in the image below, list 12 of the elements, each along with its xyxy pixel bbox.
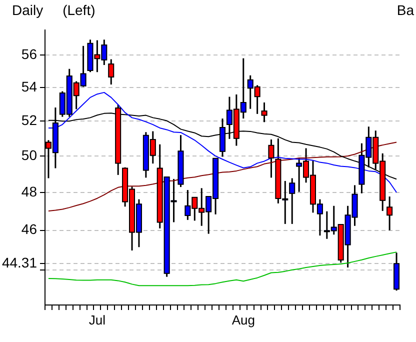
candlestick xyxy=(261,102,268,123)
y-tick-label: 48 xyxy=(21,183,38,200)
y-tick-label: 54 xyxy=(21,78,38,94)
x-tick-label: Aug xyxy=(232,312,255,328)
y-tick-label: 56 xyxy=(21,46,38,62)
y-tick-label: 46 xyxy=(21,221,38,238)
y-tick-label: 52 xyxy=(21,112,38,128)
text: Ba xyxy=(396,2,414,18)
y-tick-label: 50 xyxy=(21,146,38,163)
x-tick-label: Jul xyxy=(88,312,106,328)
y-tick-label: 44.31 xyxy=(2,254,38,271)
chart-title: Daily (Left) xyxy=(12,2,96,18)
